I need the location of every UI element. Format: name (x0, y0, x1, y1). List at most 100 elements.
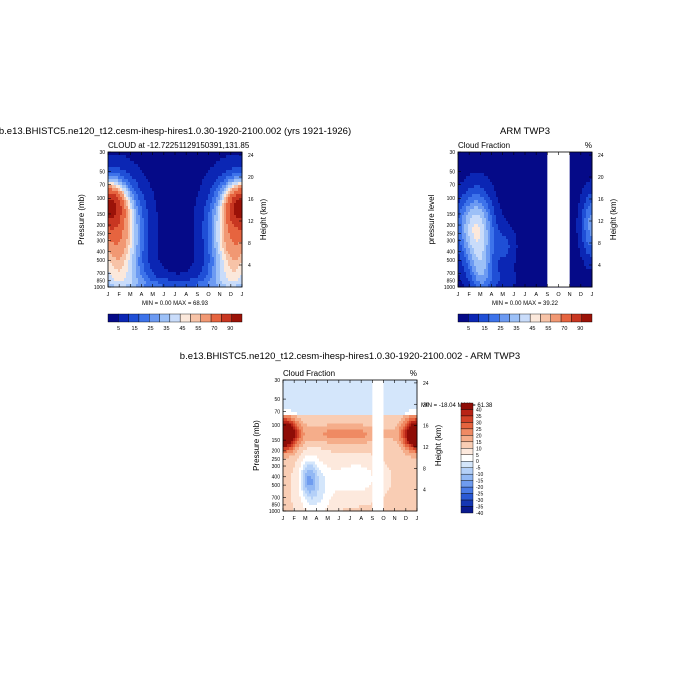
x-tick-label: A (490, 292, 494, 298)
colorbar-swatch (460, 441, 474, 449)
colorbar-swatch (460, 486, 474, 494)
x-tick-label: J (337, 516, 340, 522)
y-tick-label: 300 (97, 238, 106, 244)
colorbar-label: 25 (497, 326, 503, 332)
y-tick-label: 50 (274, 397, 280, 403)
y-tick-label: 1000 (444, 285, 455, 291)
colorbar-swatch (540, 313, 551, 323)
x-tick-label: N (218, 292, 222, 298)
y-axis-label: pressure level (427, 194, 436, 244)
y-tick-label: 100 (447, 196, 456, 202)
y-tick-label: 70 (274, 409, 280, 415)
colorbar-label: 30 (476, 420, 482, 426)
y-right-tick-label: 16 (423, 424, 429, 430)
y-tick-label: 400 (97, 250, 106, 256)
colorbar-label: 25 (147, 326, 153, 332)
heatmap-cells (283, 380, 418, 512)
y-tick-label: 200 (447, 223, 456, 229)
colorbar-label: 35 (513, 326, 519, 332)
x-tick-label: J (416, 516, 419, 522)
y-axis-label: Pressure (mb) (77, 194, 86, 245)
colorbar-swatch (169, 313, 181, 323)
colorbar-label: -40 (476, 511, 483, 517)
y-tick-label: 30 (274, 378, 280, 384)
heatmap-cells (458, 152, 593, 288)
minmax-label: MIN = -18.04 MAX = 61.38 (421, 403, 493, 409)
y-right-tick-label: 24 (598, 153, 604, 159)
colorbar-label: 5 (117, 326, 120, 332)
colorbar-swatch (200, 313, 212, 323)
x-tick-label: J (282, 516, 285, 522)
units-label: % (585, 141, 592, 150)
x-tick-label: J (457, 292, 460, 298)
x-tick-label: A (184, 292, 188, 298)
colorbar-label: 10 (476, 446, 482, 452)
colorbar-label: 70 (211, 326, 217, 332)
colorbar-label: 40 (476, 407, 482, 413)
colorbar-swatch (128, 313, 140, 323)
y-tick-label: 250 (272, 457, 281, 463)
x-tick-label: J (524, 292, 527, 298)
colorbar-swatch (460, 499, 474, 507)
x-tick-label: J (107, 292, 110, 298)
y-right-tick-label: 20 (248, 175, 254, 181)
x-tick-label: J (512, 292, 515, 298)
colorbar-label: 90 (577, 326, 583, 332)
colorbar-label: 5 (467, 326, 470, 332)
x-tick-label: A (315, 516, 319, 522)
missing-data-gap (372, 380, 384, 511)
y-tick-label: 850 (272, 503, 281, 509)
x-tick-label: J (349, 516, 352, 522)
colorbar-label: -5 (476, 466, 481, 472)
y-tick-label: 700 (447, 271, 456, 277)
colorbar-label: -20 (476, 485, 483, 491)
x-tick-label: J (591, 292, 594, 298)
colorbar-swatch (210, 313, 222, 323)
colorbar-label: -10 (476, 472, 483, 478)
colorbar-swatch (460, 454, 474, 462)
y-right-tick-label: 8 (423, 466, 426, 472)
y-tick-label: 70 (99, 182, 105, 188)
y-right-tick-label: 20 (598, 175, 604, 181)
x-tick-label: M (150, 292, 155, 298)
y-right-tick-label: 12 (248, 219, 254, 225)
x-tick-label: M (303, 516, 308, 522)
y-tick-label: 30 (99, 150, 105, 156)
x-tick-label: A (359, 516, 363, 522)
y-tick-label: 150 (272, 438, 281, 444)
panel-title: ARM TWP3 (500, 126, 550, 137)
minmax-label: MIN = 0.00 MAX = 39.22 (492, 301, 559, 307)
colorbar-swatch (460, 428, 474, 436)
colorbar-swatch (581, 313, 593, 323)
colorbar-swatch (460, 467, 474, 475)
x-tick-label: M (128, 292, 133, 298)
y-right-tick-label: 16 (598, 197, 604, 203)
y-tick-label: 500 (97, 258, 106, 264)
y-right-tick-label: 24 (423, 381, 429, 387)
colorbar-swatch (460, 409, 474, 417)
y-tick-label: 400 (447, 250, 456, 256)
colorbar-swatch (560, 313, 572, 323)
panel-title: b.e13.BHISTC5.ne120_t12.cesm-ihesp-hires… (180, 351, 520, 362)
colorbar-label: -35 (476, 505, 483, 511)
colorbar-label: 70 (561, 326, 567, 332)
colorbar-swatch (460, 402, 474, 410)
colorbar-swatch (460, 473, 474, 481)
heatmap-cells (108, 152, 243, 288)
colorbar: 5 15 25 35 45 55 70 90 (107, 313, 243, 332)
colorbar: 5 15 25 35 45 55 70 90 (457, 313, 593, 332)
y-right-tick-label: 12 (598, 219, 604, 225)
y-right-tick-label: 4 (423, 488, 426, 494)
colorbar-swatch (460, 448, 474, 455)
colorbar-swatch (190, 313, 201, 323)
y-right-tick-label: 4 (598, 263, 601, 269)
x-tick-label: J (162, 292, 165, 298)
panel-subtitle: Cloud Fraction (283, 369, 335, 378)
colorbar-swatch (221, 313, 232, 323)
y-right-axis-label: Height (km) (434, 424, 443, 466)
y-right-tick-label: 24 (248, 153, 254, 159)
colorbar-swatch (118, 313, 129, 323)
y-tick-label: 300 (272, 464, 281, 470)
